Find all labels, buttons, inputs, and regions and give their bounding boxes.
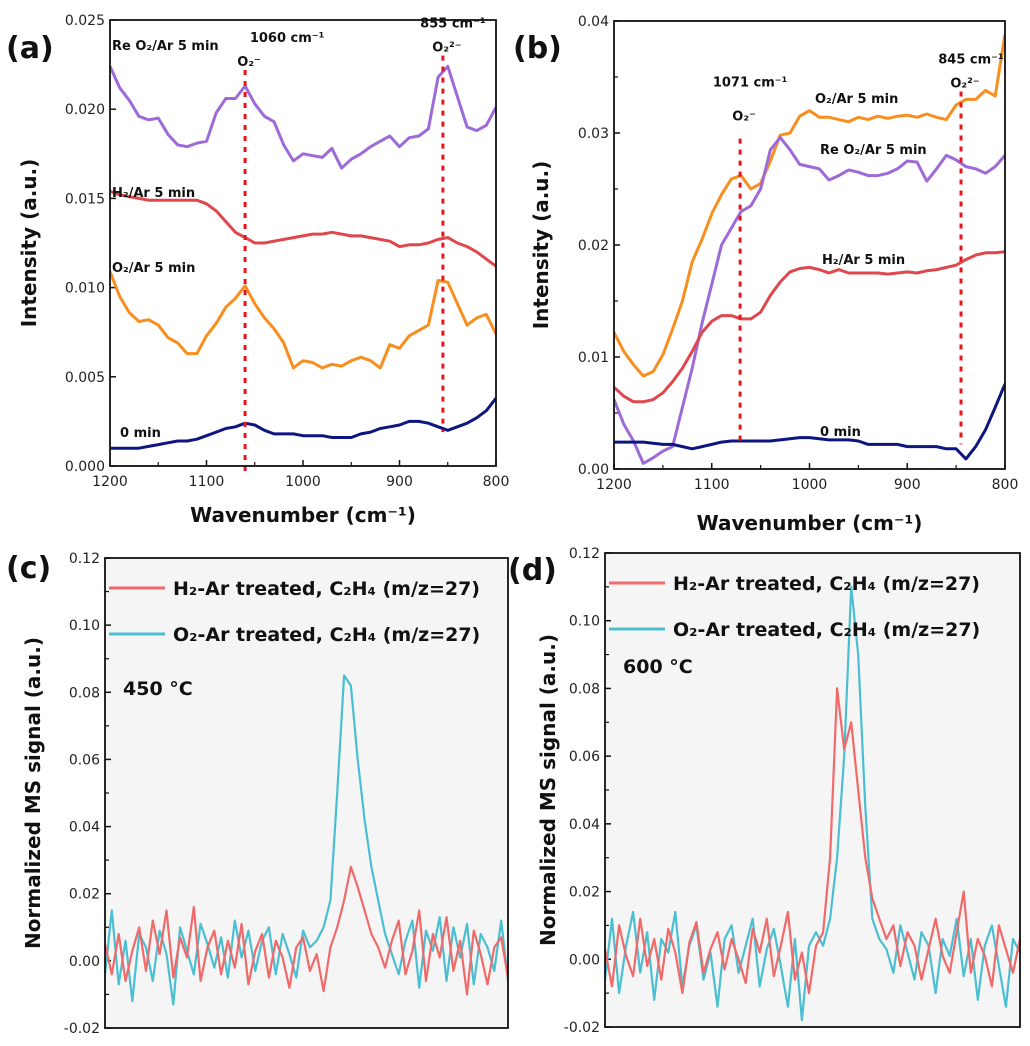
legend-label: H₂-Ar treated, C₂H₄ (m/z=27) <box>673 573 980 595</box>
panel-a: (a) 0.000 0.005 0.010 0.015 0.020 0.025 1200 110… <box>6 13 509 527</box>
x-tick-label: 1200 <box>596 477 632 493</box>
series-line <box>605 585 1020 1022</box>
series-line <box>614 136 1005 465</box>
peak-species-label: O₂⁻ <box>237 55 261 70</box>
peak-species-label: O₂²⁻ <box>950 77 979 92</box>
legend-label: O₂-Ar treated, C₂H₄ (m/z=27) <box>673 619 980 641</box>
series-line <box>110 270 496 370</box>
peak-wavenumber-label: 1071 cm⁻¹ <box>713 76 788 91</box>
series-label: O₂/Ar 5 min <box>112 261 195 276</box>
y-tick-label: -0.02 <box>564 1020 600 1036</box>
panel-d: (d) -0.02 0.00 0.02 0.04 0.06 0.08 0.10 0.12 Norm… <box>508 546 1021 1036</box>
y-tick-label: 0.06 <box>69 752 100 768</box>
legend-label: O₂-Ar treated, C₂H₄ (m/z=27) <box>173 624 480 646</box>
panel-label: (a) <box>6 31 54 66</box>
y-tick-label: 0.00 <box>569 952 600 968</box>
y-tick-label: 0.03 <box>578 126 609 142</box>
series-line <box>105 674 508 1006</box>
x-tick-label: 1100 <box>694 477 730 493</box>
y-axis-title: Intensity (a.u.) <box>529 161 553 330</box>
y-tick-label: -0.02 <box>64 1021 100 1037</box>
series-line <box>614 383 1005 461</box>
plot-frame <box>109 19 497 467</box>
x-axis-title: Wavenumber (cm⁻¹) <box>190 503 416 527</box>
y-tick-label: 0.025 <box>65 13 105 29</box>
temperature-label: 450 °C <box>123 678 193 700</box>
temperature-label: 600 °C <box>623 656 693 678</box>
x-tick-label: 800 <box>483 474 510 490</box>
peak-wavenumber-label: 855 cm⁻¹ <box>420 17 485 32</box>
y-tick-label: 0.01 <box>578 350 609 366</box>
series-label: Re O₂/Ar 5 min <box>820 143 927 158</box>
y-tick-label: 0.08 <box>569 681 600 697</box>
series-label: 0 min <box>820 425 861 440</box>
panel-label: (d) <box>508 553 557 588</box>
y-axis-title: Normalized MS signal (a.u.) <box>21 637 45 949</box>
series-label: Re O₂/Ar 5 min <box>112 39 219 54</box>
y-tick-label: 0.00 <box>69 954 100 970</box>
y-tick-label: 0.02 <box>69 887 100 903</box>
y-tick-label: 0.02 <box>578 238 609 254</box>
y-axis-title: Intensity (a.u.) <box>17 159 41 328</box>
y-tick-label: 0.10 <box>69 618 100 634</box>
y-tick-label: 0.00 <box>578 462 609 478</box>
x-tick-label: 1000 <box>285 474 321 490</box>
panel-b: (b) 0.00 0.01 0.02 0.03 0.04 1200 1100 1000 900 80… <box>513 14 1018 535</box>
y-axis-title: Normalized MS signal (a.u.) <box>536 634 560 946</box>
y-tick-label: 0.005 <box>65 370 105 386</box>
panel-label: (c) <box>6 551 51 586</box>
x-tick-label: 1200 <box>92 474 128 490</box>
x-tick-label: 900 <box>386 474 413 490</box>
series-line <box>614 250 1005 404</box>
peak-species-label: O₂²⁻ <box>432 41 461 56</box>
y-tick-label: 0.10 <box>569 614 600 630</box>
y-tick-label: 0.04 <box>578 14 609 30</box>
x-tick-label: 1000 <box>792 477 828 493</box>
plot-frame <box>104 557 509 1029</box>
y-tick-label: 0.12 <box>69 551 100 567</box>
series-line <box>605 687 1020 995</box>
y-tick-label: 0.06 <box>569 749 600 765</box>
x-tick-label: 900 <box>894 477 921 493</box>
panel-label: (b) <box>513 31 562 66</box>
peak-species-label: O₂⁻ <box>732 110 756 125</box>
y-tick-label: 0.010 <box>65 281 105 297</box>
plot-frame <box>604 552 1021 1028</box>
plot-frame <box>613 20 1006 470</box>
y-tick-label: 0.12 <box>569 546 600 562</box>
series-label: O₂/Ar 5 min <box>815 92 898 107</box>
y-tick-label: 0.015 <box>65 191 105 207</box>
y-tick-label: 0.02 <box>569 885 600 901</box>
series-line <box>105 865 508 996</box>
panel-c: (c) -0.02 0.00 0.02 0.04 0.06 0.08 0.10 0.12 Norm… <box>6 551 509 1037</box>
series-line <box>614 34 1005 378</box>
series-line <box>110 189 496 268</box>
y-tick-label: 0.000 <box>65 459 105 475</box>
y-tick-label: 0.08 <box>69 685 100 701</box>
y-tick-label: 0.04 <box>69 820 100 836</box>
series-label: 0 min <box>120 426 161 441</box>
series-label: H₂/Ar 5 min <box>112 186 195 201</box>
series-line <box>110 64 496 170</box>
x-axis-title: Wavenumber (cm⁻¹) <box>697 511 923 535</box>
x-tick-label: 1100 <box>189 474 225 490</box>
series-label: H₂/Ar 5 min <box>822 253 905 268</box>
x-tick-label: 800 <box>992 477 1019 493</box>
peak-wavenumber-label: 1060 cm⁻¹ <box>250 31 325 46</box>
y-tick-label: 0.04 <box>569 817 600 833</box>
y-tick-label: 0.020 <box>65 102 105 118</box>
legend-label: H₂-Ar treated, C₂H₄ (m/z=27) <box>173 578 480 600</box>
peak-wavenumber-label: 845 cm⁻¹ <box>938 53 1003 68</box>
series-line <box>110 397 496 450</box>
